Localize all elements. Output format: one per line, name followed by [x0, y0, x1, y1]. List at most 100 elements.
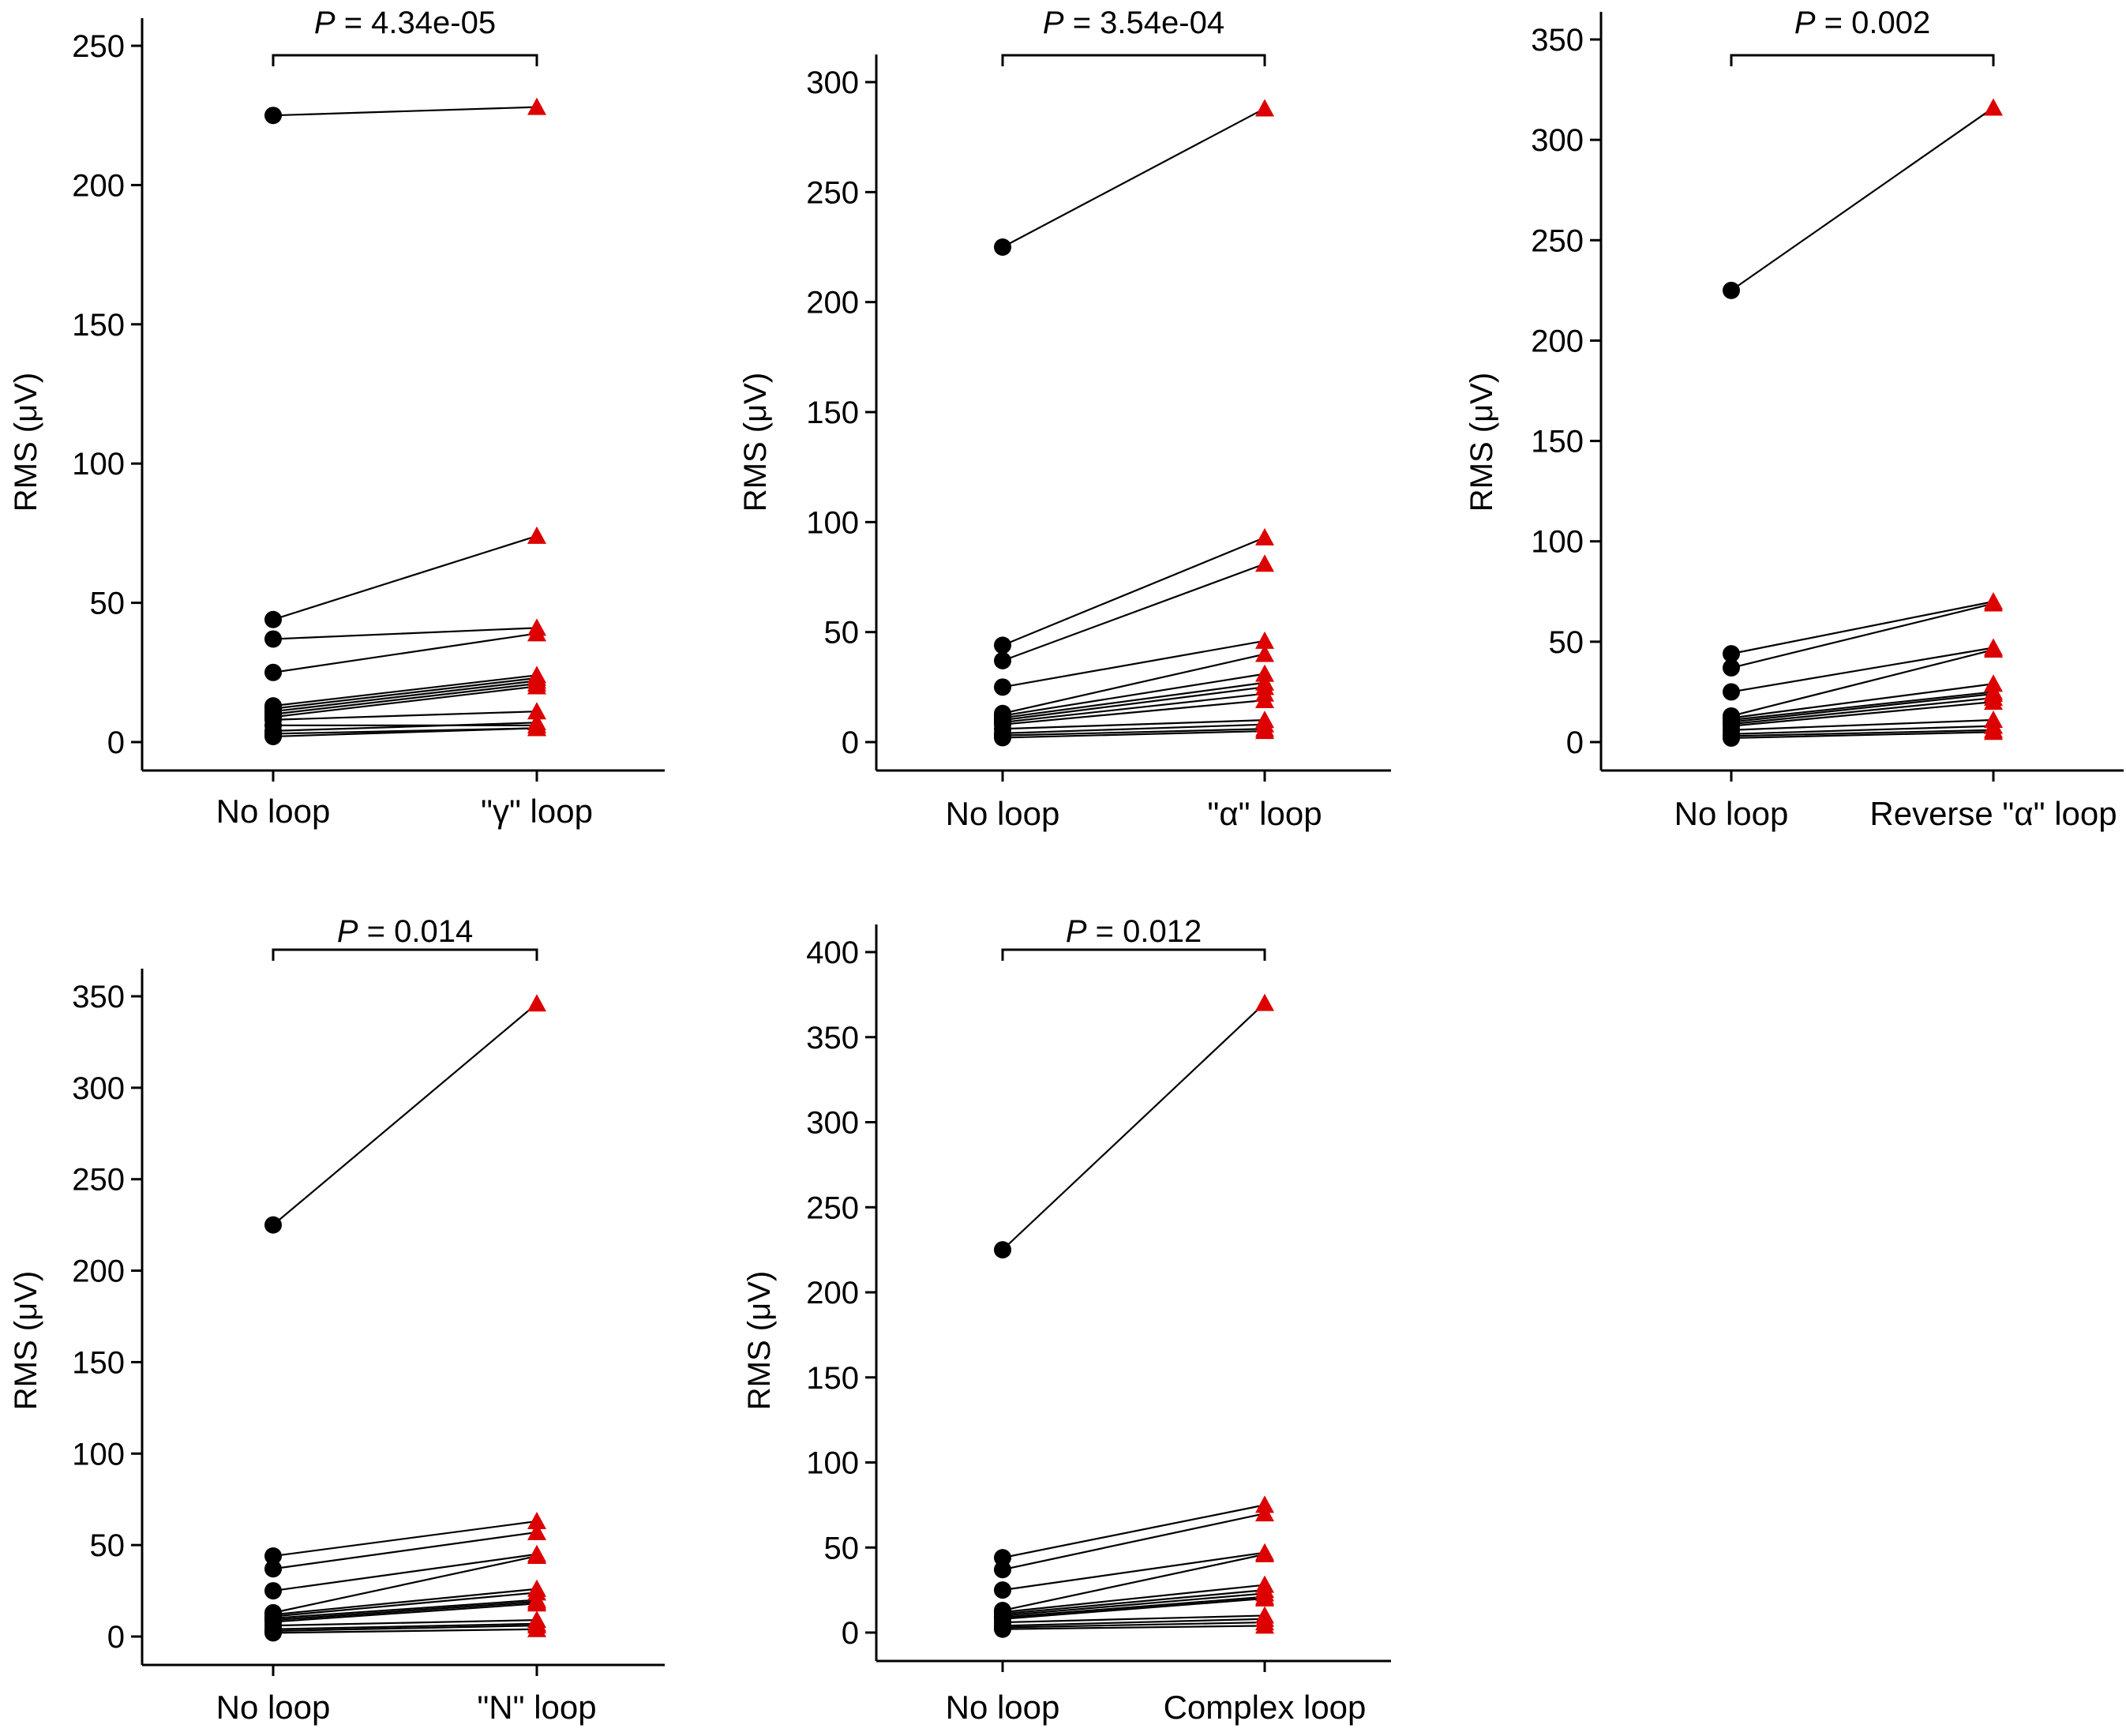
no-loop-point — [264, 1560, 282, 1578]
y-axis-label: RMS (μV) — [738, 373, 773, 512]
panel-reverse-alpha: 0 50 100 150 200 250 300 350 No loop Reverse "α" … — [1464, 6, 2124, 832]
y-tick-label: 250 — [72, 29, 125, 64]
no-loop-point — [1723, 281, 1740, 299]
no-loop-point — [994, 729, 1011, 747]
pair-line — [272, 722, 538, 732]
p-symbol: P — [1066, 914, 1087, 949]
pair-line — [1002, 107, 1265, 248]
pair-line — [1002, 692, 1265, 724]
y-axis-label: RMS (μV) — [9, 1271, 43, 1410]
p-symbol: P — [314, 6, 336, 40]
loop-point — [1255, 1544, 1274, 1562]
no-loop-point — [264, 1582, 282, 1600]
panel-alpha: 0 50 100 150 200 250 300 No loop "α" loop RMS (μV… — [738, 6, 1391, 832]
pair-line — [272, 632, 538, 673]
pair-line — [1002, 1584, 1265, 1614]
loop-point — [527, 677, 546, 695]
y-tick-label: 50 — [824, 616, 860, 651]
pair-line — [1730, 107, 1994, 291]
pair-line — [272, 1603, 538, 1623]
p-value-label: P = 4.34e-05 — [314, 6, 496, 40]
loop-point — [1255, 631, 1274, 649]
significance-bracket — [272, 54, 538, 66]
loop-point — [1255, 691, 1274, 709]
no-loop-point — [994, 651, 1011, 669]
pair-line — [1002, 1597, 1265, 1620]
loop-point — [1255, 722, 1274, 740]
pair-line — [1730, 602, 1994, 669]
y-tick-label: 100 — [72, 1437, 125, 1472]
y-tick-label: 100 — [806, 505, 859, 540]
x-category-label: Reverse "α" loop — [1869, 795, 2117, 832]
loop-point — [1984, 98, 2003, 116]
y-tick-label: 250 — [806, 1190, 859, 1225]
pair-line — [1002, 1614, 1265, 1624]
y-tick-label: 250 — [1531, 223, 1584, 258]
y-tick-label: 150 — [1531, 425, 1584, 459]
pair-line — [272, 682, 538, 715]
loop-point — [1984, 692, 2003, 711]
pair-line — [1730, 683, 1994, 719]
pair-line — [1730, 725, 1994, 735]
pair-line — [272, 685, 538, 718]
y-axis-label: RMS (μV) — [742, 1271, 777, 1410]
p-symbol: P — [337, 914, 358, 949]
loop-point — [1255, 1616, 1274, 1634]
y-tick-label: 50 — [90, 587, 126, 621]
pair-line — [1002, 1553, 1265, 1612]
p-value-label: P = 0.014 — [337, 914, 473, 949]
pair-line — [1002, 719, 1265, 730]
pair-line — [1730, 731, 1994, 740]
panel-n: 0 50 100 150 200 250 300 350 No loop "N" loop RMS … — [9, 914, 665, 1726]
y-tick-label: 0 — [842, 726, 859, 760]
y-tick-label: 100 — [72, 447, 125, 482]
x-category-label: No loop — [946, 795, 1060, 832]
pair-line — [272, 1588, 538, 1616]
loop-point — [1984, 722, 2003, 741]
pair-line — [1002, 681, 1265, 719]
no-loop-point — [994, 1549, 1011, 1567]
y-tick-label: 150 — [72, 308, 125, 343]
y-tick-label: 0 — [842, 1616, 859, 1651]
no-loop-point — [264, 663, 282, 681]
significance-bracket — [1001, 54, 1266, 66]
pair-line — [272, 1622, 538, 1630]
loop-point — [1255, 1504, 1274, 1522]
y-tick-label: 350 — [72, 980, 125, 1014]
pair-line — [272, 1624, 538, 1633]
pair-line — [272, 1520, 538, 1558]
no-loop-point — [264, 1547, 282, 1565]
y-tick-label: 300 — [1531, 123, 1584, 158]
y-tick-label: 0 — [1566, 726, 1584, 760]
pair-line — [272, 674, 538, 707]
x-category-label: "α" loop — [1207, 795, 1322, 832]
y-tick-label: 0 — [107, 726, 125, 760]
significance-bracket — [272, 948, 538, 961]
loop-point — [527, 97, 546, 115]
loop-point — [527, 526, 546, 544]
loop-point — [527, 1512, 546, 1530]
pair-line — [1002, 729, 1265, 739]
pair-line — [272, 1599, 538, 1619]
y-tick-label: 100 — [806, 1446, 859, 1481]
p-symbol: P — [1043, 6, 1064, 40]
pair-line — [272, 1554, 538, 1614]
x-category-label: "γ" loop — [481, 793, 593, 830]
p-value-text: = 4.34e-05 — [336, 6, 497, 40]
y-tick-label: 100 — [1531, 525, 1584, 560]
pair-line — [1002, 1589, 1265, 1615]
loop-point — [527, 1547, 546, 1565]
pair-line — [1730, 692, 1994, 723]
no-loop-point — [994, 1241, 1011, 1259]
pair-line — [1002, 673, 1265, 717]
pair-line — [1002, 1592, 1265, 1617]
p-value-text: = 3.54e-04 — [1064, 6, 1225, 40]
pair-line — [1002, 699, 1265, 726]
no-loop-point — [994, 1561, 1011, 1579]
y-tick-label: 50 — [824, 1531, 860, 1565]
pair-line — [272, 727, 538, 738]
pair-line — [1002, 1504, 1265, 1559]
no-loop-point — [1723, 729, 1740, 747]
loop-point — [1255, 664, 1274, 682]
y-tick-label: 200 — [72, 168, 125, 203]
